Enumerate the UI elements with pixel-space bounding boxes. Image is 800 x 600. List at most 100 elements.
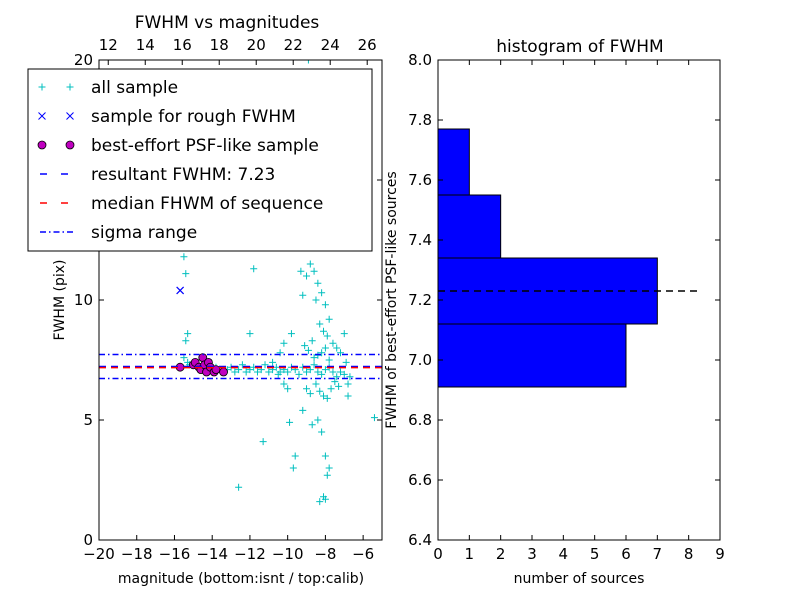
- all-sample-point: [323, 394, 331, 402]
- all-sample-point: [325, 315, 333, 323]
- all-sample-point: [321, 495, 329, 503]
- all-sample-point: [306, 260, 314, 268]
- scatter-ticks: −20 −18 −16 −14 −12 −10 −8 −6 12 14 16 18 20 22 24 26 0 5…: [74, 36, 382, 563]
- x-tick-label: 5: [590, 545, 600, 563]
- y-tick-label: 6.6: [408, 471, 432, 489]
- histogram-plot-area: [437, 128, 699, 388]
- top-x-tick-label: 24: [321, 36, 340, 54]
- histogram-bar: [437, 323, 627, 388]
- histogram-x-axis-label: number of sources: [514, 571, 645, 587]
- all-sample-point: [312, 380, 320, 388]
- all-sample-point: [325, 464, 333, 472]
- all-sample-point: [284, 368, 292, 376]
- x-tick-label: 7: [653, 545, 663, 563]
- x-tick-label: 3: [527, 545, 537, 563]
- rough-fwhm-point: [176, 286, 185, 295]
- all-sample-point: [318, 428, 326, 436]
- all-sample-point: [331, 378, 339, 386]
- all-sample-point: [274, 370, 282, 378]
- all-sample-point: [321, 301, 329, 309]
- x-tick-label: −18: [121, 545, 153, 563]
- x-tick-label: 0: [433, 545, 443, 563]
- all-sample-point: [314, 368, 322, 376]
- all-sample-point: [303, 385, 311, 393]
- x-tick-label: 4: [559, 545, 569, 563]
- x-tick-label: −20: [83, 545, 115, 563]
- all-sample-point: [321, 366, 329, 374]
- all-sample-point: [182, 337, 190, 345]
- all-sample-point: [316, 387, 324, 395]
- all-sample-point: [303, 368, 311, 376]
- all-sample-point: [306, 366, 314, 374]
- all-sample-point: [342, 358, 350, 366]
- all-sample-point: [297, 267, 305, 275]
- y-tick-label: 7.2: [408, 291, 432, 309]
- histogram-y-axis-label: FWHM of best-effort PSF-like sources: [384, 171, 400, 428]
- y-tick-label: 20: [74, 51, 93, 69]
- all-sample-point: [320, 327, 328, 335]
- all-sample-point: [235, 366, 243, 374]
- x-tick-label: −16: [159, 545, 191, 563]
- all-sample-point: [318, 370, 326, 378]
- all-sample-point: [284, 385, 292, 393]
- histogram-ticks: 0 1 2 3 4 5 6 7 8 9 6.4 6.6 6.8 7.0 7.2 7.4 7.6 7.8 8.0: [408, 51, 725, 563]
- legend-label: sample for rough FWHM: [91, 107, 296, 127]
- all-sample-point: [336, 368, 344, 376]
- legend: all sample sample for rough FWHM best-effo…: [27, 68, 373, 252]
- top-x-tick-label: 20: [247, 36, 266, 54]
- top-x-tick-label: 22: [284, 36, 303, 54]
- legend-label: sigma range: [91, 223, 197, 243]
- psf-sample-point: [219, 367, 228, 377]
- x-tick-label: −14: [196, 545, 228, 563]
- all-sample-point: [312, 296, 320, 304]
- legend-item: best-effort PSF-like sample: [37, 136, 319, 156]
- all-sample-point: [299, 406, 307, 414]
- all-sample-point: [235, 483, 243, 491]
- all-sample-point: [320, 392, 328, 400]
- y-tick-label: 7.4: [408, 231, 432, 249]
- legend-label: resultant FWHM: 7.23: [91, 165, 275, 185]
- top-x-tick-label: 14: [136, 36, 155, 54]
- all-sample-point: [329, 368, 337, 376]
- histogram-bar: [437, 128, 470, 196]
- all-sample-point: [323, 471, 331, 479]
- all-sample-point: [333, 344, 341, 352]
- top-x-tick-label: 12: [99, 36, 118, 54]
- histogram-bar: [437, 194, 502, 259]
- all-sample-point: [329, 339, 337, 347]
- all-sample-point: [327, 385, 335, 393]
- all-sample-point: [340, 330, 348, 338]
- all-sample-point: [261, 361, 269, 369]
- all-sample-point: [335, 382, 343, 390]
- all-sample-point: [306, 390, 314, 398]
- y-tick-label: 7.8: [408, 111, 432, 129]
- top-x-tick-label: 18: [210, 36, 229, 54]
- histogram-title: histogram of FWHM: [496, 37, 663, 57]
- x-tick-label: −6: [352, 545, 374, 563]
- all-sample-point: [242, 368, 250, 376]
- all-sample-point: [310, 361, 318, 369]
- y-tick-label: 6.4: [408, 531, 432, 549]
- legend-item: sigma range: [40, 223, 197, 243]
- all-sample-point: [287, 330, 295, 338]
- all-sample-point: [346, 373, 354, 381]
- legend-item: all sample: [38, 78, 178, 98]
- all-sample-point: [286, 418, 294, 426]
- all-sample-point: [280, 339, 288, 347]
- all-sample-point: [280, 380, 288, 388]
- all-sample-point: [318, 289, 326, 297]
- legend-marker: [38, 112, 46, 120]
- top-x-tick-label: 26: [358, 36, 377, 54]
- scatter-title: FWHM vs magnitudes: [135, 13, 320, 33]
- x-tick-label: 2: [496, 545, 506, 563]
- all-sample-point: [336, 349, 344, 357]
- all-sample-point: [184, 330, 192, 338]
- all-sample-point: [291, 452, 299, 460]
- all-sample-point: [180, 253, 188, 261]
- legend-label: all sample: [91, 78, 178, 98]
- scatter-axes-frame: [98, 59, 383, 541]
- legend-item: sample for rough FWHM: [38, 107, 296, 127]
- legend-marker: [66, 112, 74, 120]
- all-sample-point: [344, 380, 352, 388]
- all-sample-point: [295, 370, 303, 378]
